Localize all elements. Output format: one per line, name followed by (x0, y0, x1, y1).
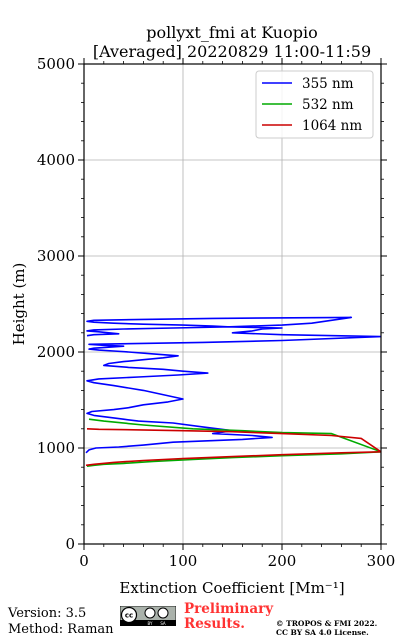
x-axis-label: Extinction Coefficient [Mm⁻¹] (119, 579, 344, 597)
y-tick-label: 1000 (37, 439, 75, 457)
y-tick-label: 3000 (37, 247, 75, 265)
version-text: Version: 3.5 (8, 606, 87, 621)
preliminary-notice: Preliminary Results. (184, 602, 273, 632)
method-text: Method: Raman (8, 622, 114, 637)
y-tick-label: 5000 (37, 55, 75, 73)
legend-box (255, 70, 374, 139)
preliminary-line-1: Preliminary (184, 601, 274, 617)
x-tick-label: 300 (367, 552, 396, 570)
series-line-2 (85, 428, 381, 467)
series-line-1 (86, 418, 381, 467)
legend-label-2: 1064 nm (302, 118, 362, 134)
series-line-0 (85, 316, 381, 454)
preliminary-line-2: Results. (184, 616, 245, 632)
x-tick-label: 200 (268, 552, 297, 570)
copyright-line-1: © TROPOS & FMI 2022. (276, 619, 378, 628)
svg-text:cc: cc (125, 612, 133, 620)
y-tick-label: 2000 (37, 343, 75, 361)
cc-license-logo: cc BY SA (120, 606, 176, 626)
x-tick-label: 100 (169, 552, 198, 570)
legend-label-1: 532 nm (302, 97, 354, 113)
chart-title: pollyxt_fmi at Kuopio (146, 23, 317, 42)
series-layer (85, 316, 381, 467)
y-tick-label: 0 (65, 535, 75, 553)
chart-subtitle: [Averaged] 20220829 11:00-11:59 (93, 42, 371, 61)
copyright-line-2: CC BY SA 4.0 License. (276, 628, 369, 637)
legend-label-0: 355 nm (302, 76, 354, 92)
copyright-notice: © TROPOS & FMI 2022. CC BY SA 4.0 Licens… (276, 619, 377, 637)
plot-frame (83, 63, 382, 545)
version-info: Version: 3.5 Method: Raman (8, 606, 114, 638)
y-tick-label: 4000 (37, 151, 75, 169)
axis-ticks (78, 58, 387, 550)
svg-text:BY: BY (148, 621, 154, 626)
svg-text:SA: SA (160, 621, 166, 626)
legend: 355 nm 532 nm 1064 nm (255, 70, 374, 139)
y-axis-label: Height (m) (10, 263, 28, 346)
x-tick-label: 0 (79, 552, 89, 570)
